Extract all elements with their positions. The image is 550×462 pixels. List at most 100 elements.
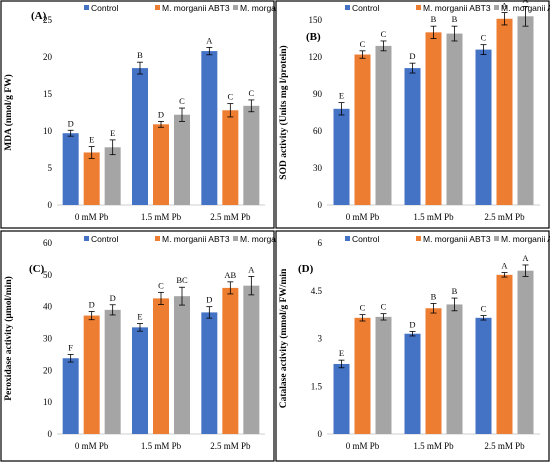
significance-letter: C [227,92,233,102]
significance-letter: C [158,280,164,290]
x-category-label: 1.5 mM Pb [141,441,182,451]
legend-swatch-m-morganii-abt3 [155,236,160,241]
significance-letter: A [522,0,529,4]
bar-control-1-5-mm-pb [132,327,148,434]
y-tick-label: 40 [43,302,53,312]
legend-swatch-control [84,236,89,241]
bar-m-morganii-abt9-1-5-mm-pb [174,114,190,205]
significance-letter: A [206,35,213,45]
x-category-label: 2.5 mM Pb [210,212,251,222]
bar-control-1-5-mm-pb [132,68,148,205]
y-tick-label: 4.5 [311,286,323,296]
panel-label: (B) [306,31,321,43]
bar-m-morganii-abt3-2-5-mm-pb [496,274,513,434]
significance-letter: A [248,264,255,274]
significance-letter: AB [224,270,236,280]
significance-letter: C [481,33,487,43]
significance-letter: A [522,253,529,263]
legend-swatch-m-morganii-abt9 [494,5,499,10]
y-tick-label: 30 [313,163,323,173]
y-tick-label: 60 [43,238,53,248]
bar-control-1-5-mm-pb [404,333,421,434]
legend-swatch-m-morganii-abt3 [416,236,421,241]
legend-swatch-control [345,236,350,241]
bar-control-0-mm-pb [62,133,79,205]
y-tick-label: 20 [43,52,53,62]
y-tick-label: 5 [48,163,53,173]
y-tick-label: 25 [43,15,53,25]
bar-control-1-5-mm-pb [404,68,421,205]
bar-m-morganii-abt3-2-5-mm-pb [222,110,239,205]
y-tick-label: 60 [313,126,323,136]
significance-letter: D [158,109,164,119]
legend-swatch-m-morganii-abt9 [494,236,499,241]
x-category-label: 0 mM Pb [346,441,380,451]
y-tick-label: 10 [43,397,53,407]
legend-swatch-m-morganii-abt9 [233,5,238,10]
panel-label: (A) [31,10,47,22]
significance-letter: D [206,295,212,305]
panel-c: 0 10 20 30 40 50 60 Peroxidase activity (µmol/m… [0,230,308,462]
x-category-label: 1.5 mM Pb [141,212,182,222]
bar-m-morganii-abt3-1-5-mm-pb [153,298,169,434]
legend-label-m-morganii-abt3: M. morganii ABT3 [423,3,491,13]
bar-m-morganii-abt9-2-5-mm-pb [517,270,534,434]
bar-m-morganii-abt9-2-5-mm-pb [243,285,260,434]
significance-letter: B [431,14,437,24]
significance-letter: C [360,303,366,313]
significance-letter: C [381,29,387,39]
bar-m-morganii-abt9-2-5-mm-pb [517,16,534,205]
bar-m-morganii-abt3-0-mm-pb [83,152,100,205]
legend-swatch-m-morganii-abt3 [416,5,421,10]
bar-m-morganii-abt3-0-mm-pb [354,317,371,434]
significance-letter: E [137,312,142,322]
significance-letter: E [339,91,344,101]
bar-control-0-mm-pb [62,358,79,434]
significance-letter: D [68,118,74,128]
y-tick-label: 0 [48,429,53,439]
significance-letter: D [409,319,415,329]
legend-label-control: Control [352,234,380,244]
legend-label-control: Control [352,3,380,13]
legend-swatch-m-morganii-abt9 [233,236,238,241]
legend-label-m-morganii-abt3: M. morganii ABT3 [162,234,230,244]
significance-letter: B [431,291,437,301]
y-tick-label: 15 [43,89,53,99]
bar-m-morganii-abt9-2-5-mm-pb [243,105,260,205]
bar-m-morganii-abt9-0-mm-pb [375,316,392,434]
y-tick-label: 90 [313,89,323,99]
y-tick-label: 30 [43,334,53,344]
significance-letter: C [381,302,387,312]
y-axis-label: Catalase activity (mmol/g FW/min [278,268,289,408]
legend-label-m-morganii-abt9: M. morganii ABT9 [240,3,308,13]
bar-control-2-5-mm-pb [201,51,218,205]
x-category-label: 1.5 mM Pb [413,212,454,222]
y-tick-label: 3 [318,334,323,344]
significance-letter: F [68,342,73,352]
legend-label-m-morganii-abt9: M. morganii ABT9 [240,234,308,244]
panel-b: 0 30 60 90 120 150 SOD activity (Units mg l/pr… [275,0,550,229]
y-tick-label: 6 [318,238,323,248]
bar-control-2-5-mm-pb [475,49,492,205]
y-tick-label: 20 [43,365,53,375]
legend-swatch-control [345,5,350,10]
x-category-label: 2.5 mM Pb [210,441,251,451]
significance-letter: A [501,261,508,271]
significance-letter: E [110,128,115,138]
y-tick-label: 150 [309,15,323,25]
significance-letter: E [339,348,344,358]
y-axis-label: Peroxidase activity (µmol/min) [3,276,14,401]
significance-letter: E [89,135,94,145]
bar-m-morganii-abt9-1-5-mm-pb [174,296,190,434]
bar-m-morganii-abt3-0-mm-pb [354,54,371,206]
legend-label-m-morganii-abt3: M. morganii ABT3 [423,234,491,244]
bar-m-morganii-abt3-1-5-mm-pb [153,124,169,205]
legend-label-control: Control [91,234,119,244]
significance-letter: C [179,96,185,106]
bar-m-morganii-abt3-1-5-mm-pb [425,32,442,206]
significance-letter: D [89,299,95,309]
y-tick-label: 10 [43,126,53,136]
bar-m-morganii-abt9-0-mm-pb [104,147,121,205]
y-tick-label: 0 [318,429,323,439]
